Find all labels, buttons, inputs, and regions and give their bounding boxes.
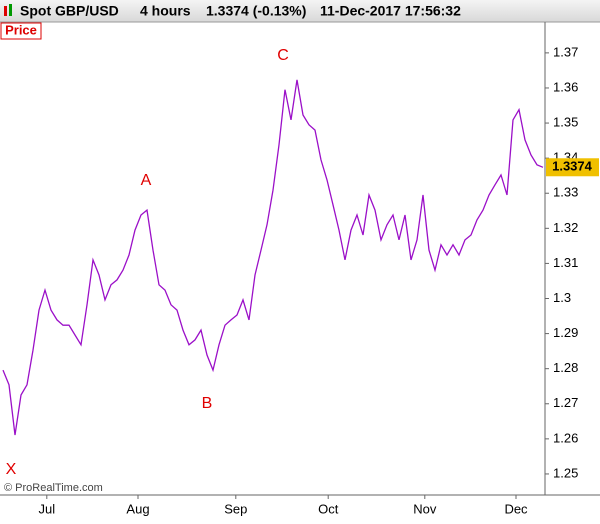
x-tick-label: Sep <box>224 501 247 516</box>
y-tick-label: 1.26 <box>553 430 578 445</box>
timestamp: 11-Dec-2017 17:56:32 <box>320 3 461 19</box>
wave-label: A <box>141 172 152 189</box>
y-tick-label: 1.33 <box>553 185 578 200</box>
panel-label: Price <box>5 22 37 37</box>
x-tick-label: Aug <box>126 501 149 516</box>
last-price-label: 1.3374 <box>552 159 593 174</box>
x-tick-label: Dec <box>504 501 528 516</box>
y-tick-label: 1.28 <box>553 360 578 375</box>
y-tick-label: 1.35 <box>553 114 578 129</box>
y-tick-label: 1.25 <box>553 465 578 480</box>
wave-label: C <box>277 47 289 64</box>
panel-label-box <box>0 22 42 40</box>
y-tick-label: 1.37 <box>553 44 578 59</box>
x-tick-label: Oct <box>318 501 339 516</box>
header-bar <box>0 0 600 22</box>
change: 1.3374 (-0.13%) <box>206 3 306 19</box>
x-tick-label: Nov <box>413 501 437 516</box>
y-tick-label: 1.27 <box>553 395 578 410</box>
price-line <box>2 79 544 436</box>
x-tick-label: Jul <box>38 501 55 516</box>
y-tick-label: 1.29 <box>553 325 578 340</box>
last-price-box <box>546 158 599 177</box>
y-tick-label: 1.3 <box>553 290 571 305</box>
wave-label: X <box>6 461 17 478</box>
candle-icon <box>4 4 12 16</box>
y-tick-label: 1.32 <box>553 220 578 235</box>
period: 4 hours <box>140 3 191 19</box>
y-tick-label: 1.31 <box>553 255 578 270</box>
watermark: © ProRealTime.com <box>4 482 103 494</box>
y-tick-label: 1.36 <box>553 79 578 94</box>
symbol: Spot GBP/USD <box>20 3 119 19</box>
wave-label: B <box>202 395 213 412</box>
